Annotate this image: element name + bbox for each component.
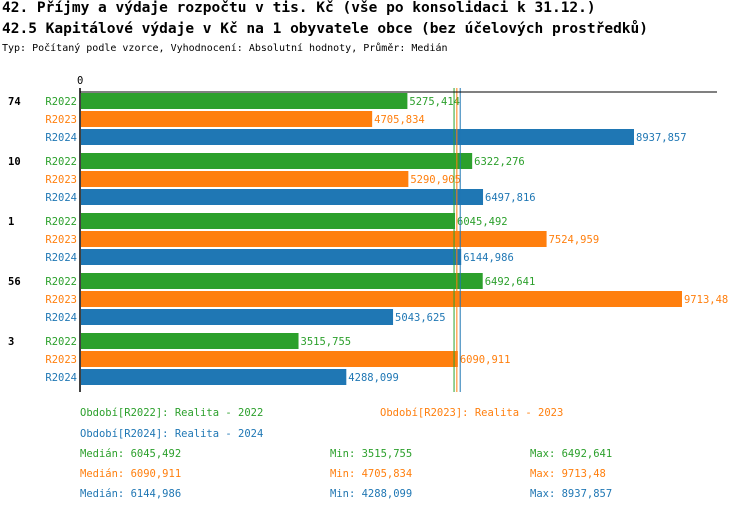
legend-period-r2023: Období[R2023]: Realita - 2023 <box>380 407 564 419</box>
chart-subtitle: 42.5 Kapitálové výdaje v Kč na 1 obyvate… <box>2 21 649 37</box>
series-label: R2024 <box>45 312 77 324</box>
bar <box>81 93 408 109</box>
bar <box>81 309 394 325</box>
legend-min-r2022: Min: 3515,755 <box>330 448 413 460</box>
data-label: 6322,276 <box>474 156 525 168</box>
bar <box>81 111 373 127</box>
series-label: R2022 <box>45 96 77 108</box>
legend-median-r2022: Medián: 6045,492 <box>80 448 182 460</box>
legend-period-r2022: Období[R2022]: Realita - 2022 <box>80 407 264 419</box>
series-label: R2023 <box>45 294 77 306</box>
series-label: R2022 <box>45 336 77 348</box>
series-label: R2022 <box>45 156 77 168</box>
bar <box>81 129 634 145</box>
data-label: 4288,099 <box>348 372 399 384</box>
data-label: 5275,414 <box>409 96 460 108</box>
legend-max-r2024: Max: 8937,857 <box>530 488 613 500</box>
bar <box>81 291 682 307</box>
bar <box>81 273 483 289</box>
data-label: 8937,857 <box>636 132 687 144</box>
bar <box>81 153 473 169</box>
series-label: R2023 <box>45 174 77 186</box>
legend-max-r2023: Max: 9713,48 <box>530 468 606 480</box>
legend-median-r2024: Medián: 6144,986 <box>80 488 182 500</box>
data-label: 9713,48 <box>684 294 728 306</box>
legend-period-r2024: Období[R2024]: Realita - 2024 <box>80 428 264 440</box>
category-label: 1 <box>8 216 14 228</box>
series-label: R2023 <box>45 114 77 126</box>
category-label: 74 <box>8 96 21 108</box>
chart-info: Typ: Počítaný podle vzorce, Vyhodnocení:… <box>2 43 448 54</box>
series-label: R2024 <box>45 372 77 384</box>
series-label: R2024 <box>45 132 77 144</box>
data-label: 5290,905 <box>410 174 461 186</box>
data-label: 3515,755 <box>301 336 352 348</box>
data-label: 7524,959 <box>549 234 600 246</box>
series-label: R2023 <box>45 234 77 246</box>
data-label: 6090,911 <box>460 354 511 366</box>
data-label: 4705,834 <box>374 114 425 126</box>
data-label: 6492,641 <box>485 276 536 288</box>
series-label: R2022 <box>45 276 77 288</box>
data-label: 6497,816 <box>485 192 536 204</box>
bar <box>81 333 299 349</box>
bar <box>81 189 484 205</box>
data-label: 6144,986 <box>463 252 514 264</box>
series-label: R2024 <box>45 192 77 204</box>
bar <box>81 213 456 229</box>
bar <box>81 351 458 367</box>
legend-median-r2023: Medián: 6090,911 <box>80 468 182 480</box>
bar <box>81 369 347 385</box>
data-label: 5043,625 <box>395 312 446 324</box>
bar <box>81 231 547 247</box>
legend-min-r2024: Min: 4288,099 <box>330 488 413 500</box>
category-label: 10 <box>8 156 21 168</box>
category-label: 56 <box>8 276 21 288</box>
bar <box>81 249 462 265</box>
series-label: R2024 <box>45 252 77 264</box>
series-label: R2023 <box>45 354 77 366</box>
legend-max-r2022: Max: 6492,641 <box>530 448 613 460</box>
bar-chart: 0 74 R2022 5275,414 R2023 4705,834 R2024 8937,8… <box>8 75 728 392</box>
category-label: 3 <box>8 336 14 348</box>
data-label: 6045,492 <box>457 216 508 228</box>
bar <box>81 171 409 187</box>
x-tick-label: 0 <box>77 75 83 87</box>
series-label: R2022 <box>45 216 77 228</box>
chart-title: 42. Příjmy a výdaje rozpočtu v tis. Kč (… <box>2 0 596 16</box>
legend-min-r2023: Min: 4705,834 <box>330 468 413 480</box>
